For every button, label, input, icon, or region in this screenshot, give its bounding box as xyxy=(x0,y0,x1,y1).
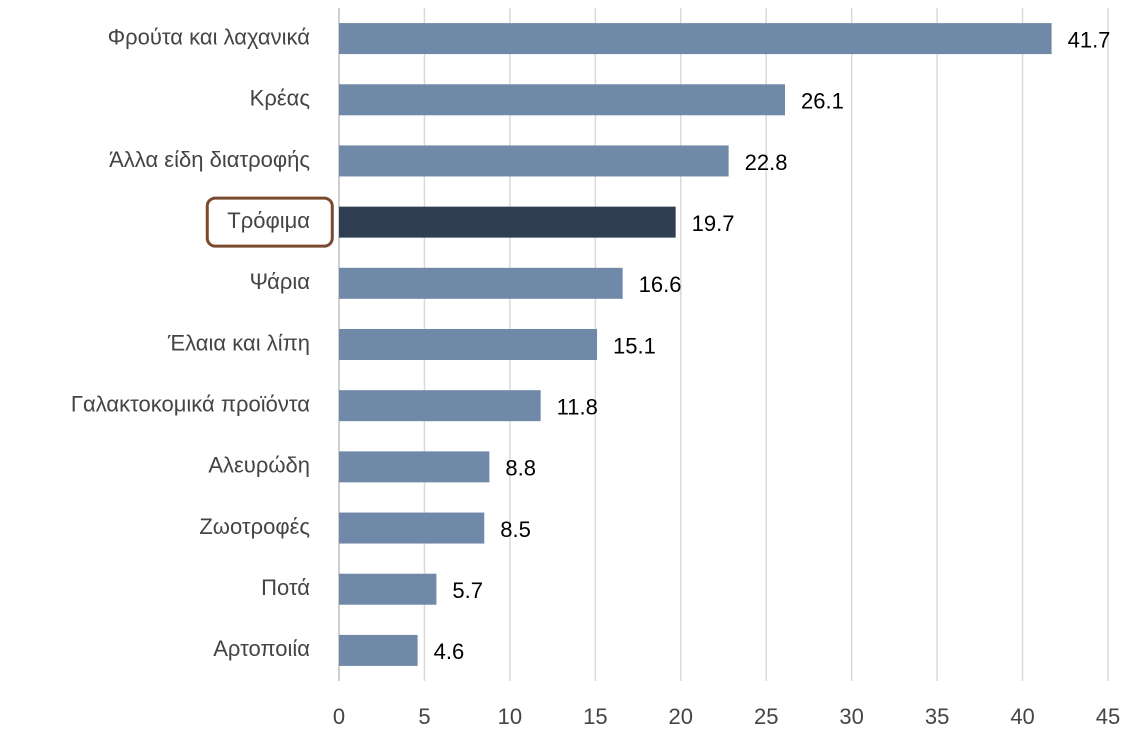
x-tick-label: 20 xyxy=(669,704,693,729)
y-tick-label: Αρτοποιία xyxy=(213,636,310,661)
x-tick-label: 5 xyxy=(418,704,430,729)
value-label: 16.6 xyxy=(639,272,682,297)
value-label: 41.7 xyxy=(1068,27,1111,52)
bar xyxy=(339,84,786,116)
bar xyxy=(339,512,485,544)
y-tick-label: Άλλα είδη διατροφής xyxy=(109,147,310,172)
value-label: 4.6 xyxy=(434,639,465,664)
value-label: 15.1 xyxy=(613,333,656,358)
y-tick-label: Ποτά xyxy=(261,575,310,600)
bar xyxy=(339,206,676,238)
value-label: 11.8 xyxy=(557,394,598,419)
y-tick-label: Ψάρια xyxy=(250,269,311,294)
x-tick-label: 40 xyxy=(1010,704,1034,729)
x-tick-label: 25 xyxy=(754,704,778,729)
bar xyxy=(339,145,729,177)
value-label: 8.5 xyxy=(500,517,531,542)
value-label: 22.8 xyxy=(745,150,788,175)
bar xyxy=(339,267,623,299)
value-label: 26.1 xyxy=(801,89,844,114)
y-tick-label: Κρέας xyxy=(250,86,310,111)
x-tick-label: 35 xyxy=(925,704,949,729)
x-tick-label: 10 xyxy=(498,704,522,729)
bar xyxy=(339,451,490,483)
y-tick-label: Ζωοτροφές xyxy=(199,514,310,539)
bar xyxy=(339,329,598,360)
bar xyxy=(339,390,541,422)
y-tick-label: Αλευρώδη xyxy=(208,453,310,478)
value-label: 19.7 xyxy=(692,211,735,236)
bar xyxy=(339,23,1052,55)
value-label: 5.7 xyxy=(452,578,483,603)
highlight-box xyxy=(205,196,334,248)
x-tick-label: 0 xyxy=(333,704,345,729)
y-tick-label: Γαλακτοκομικά προϊόντα xyxy=(71,391,310,416)
y-tick-label: Φρούτα και λαχανικά xyxy=(108,24,311,49)
x-tick-label: 15 xyxy=(583,704,607,729)
x-tick-label: 30 xyxy=(839,704,863,729)
bar xyxy=(339,634,418,666)
bar xyxy=(339,573,437,605)
y-tick-label: Έλαια και λίπη xyxy=(167,330,310,355)
x-tick-label: 45 xyxy=(1096,704,1120,729)
value-label: 8.8 xyxy=(505,456,536,481)
y-tick-label: Τρόφιμα xyxy=(227,208,310,233)
